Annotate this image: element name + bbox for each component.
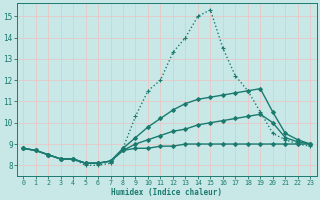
X-axis label: Humidex (Indice chaleur): Humidex (Indice chaleur) (111, 188, 222, 197)
